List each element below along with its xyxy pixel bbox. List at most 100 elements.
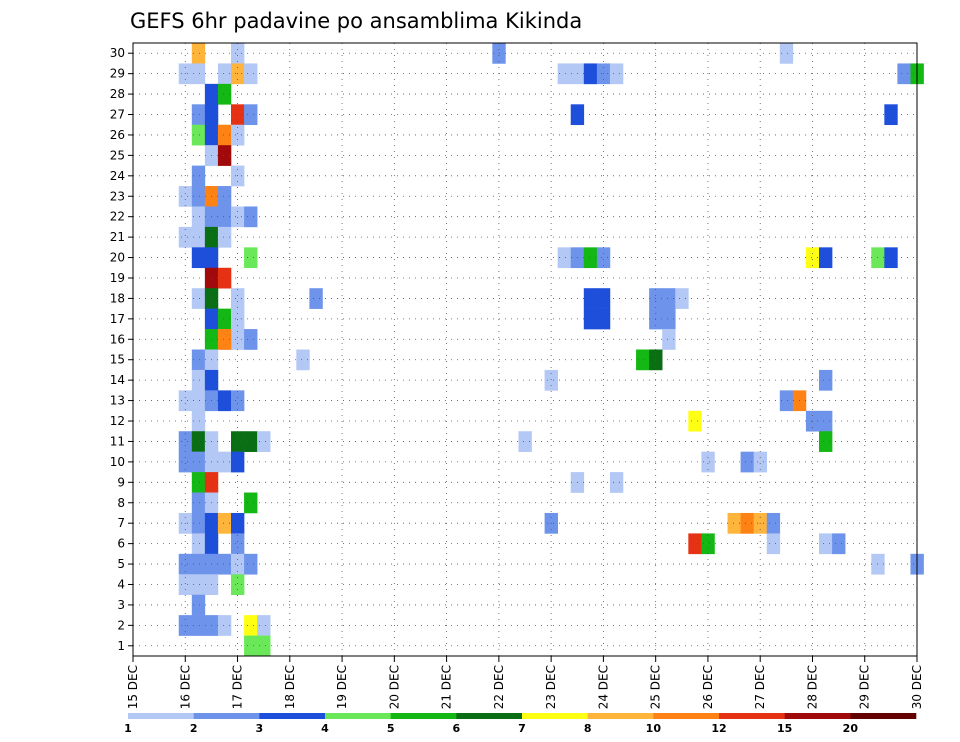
heatmap-cell <box>231 553 245 575</box>
x-tick-label: 28 DEC <box>805 665 819 709</box>
colorbar-label: 3 <box>256 722 264 735</box>
heatmap-cell <box>191 574 206 595</box>
heatmap-cell <box>583 288 598 309</box>
y-tick-label: 16 <box>110 332 125 346</box>
y-tick-label: 25 <box>110 148 125 162</box>
heatmap-cell <box>557 63 572 85</box>
y-tick-label: 15 <box>110 353 125 367</box>
heatmap-cell <box>191 247 206 269</box>
heatmap-cell <box>231 431 245 452</box>
heatmap-cell <box>217 267 232 289</box>
y-tick-label: 20 <box>110 251 125 265</box>
heatmap-cell <box>701 451 715 473</box>
heatmap-cell <box>819 247 833 269</box>
y-tick-label: 11 <box>110 434 125 448</box>
y-tick-label: 12 <box>110 414 125 428</box>
heatmap-cell <box>217 451 232 473</box>
y-tick-label: 10 <box>110 455 125 469</box>
plot-frame <box>132 42 918 657</box>
heatmap-cell <box>191 431 206 452</box>
heatmap-cell <box>217 226 232 248</box>
heatmap-cell <box>217 308 232 330</box>
heatmap-cell <box>596 308 611 330</box>
colorbar-label: 15 <box>777 722 792 735</box>
heatmap-cell <box>217 145 232 166</box>
colorbar-label: 7 <box>518 722 526 735</box>
heatmap-cell <box>191 43 206 64</box>
heatmap-cell <box>779 390 794 412</box>
heatmap-cell <box>518 431 532 452</box>
heatmap-cell <box>675 288 689 309</box>
y-tick-label: 4 <box>117 577 125 591</box>
heatmap-cell <box>257 431 271 452</box>
heatmap-cell <box>191 124 206 146</box>
heatmap-cell <box>217 63 232 85</box>
heatmap-cell <box>178 574 193 595</box>
colorbar-swatch <box>522 713 588 719</box>
heatmap-cell <box>231 206 245 228</box>
colorbar-label: 6 <box>453 722 461 735</box>
x-tick-label: 15 DEC <box>126 665 140 709</box>
heatmap-cell <box>231 329 245 350</box>
heatmap-cell <box>819 431 833 452</box>
y-tick-label: 22 <box>110 210 125 224</box>
y-axis: 1234567891011121314151617181920212223242… <box>110 46 133 653</box>
heatmap-cell <box>727 512 741 534</box>
colorbar-label: 1 <box>124 722 132 735</box>
heatmap-cell <box>178 226 193 248</box>
y-tick-label: 24 <box>110 169 125 183</box>
colorbar-label: 12 <box>711 722 726 735</box>
x-tick-label: 20 DEC <box>387 665 401 709</box>
heatmap-cell <box>740 512 754 534</box>
heatmap-cell <box>244 431 258 452</box>
heatmap-cell <box>662 288 676 309</box>
heatmap-cell <box>244 104 258 126</box>
heatmap-cell <box>766 512 781 534</box>
heatmap-cell <box>609 63 624 85</box>
heatmap-cell <box>191 390 206 412</box>
heatmap-cell <box>191 451 206 473</box>
heatmap-cell <box>819 369 833 391</box>
heatmap-cell <box>217 186 232 207</box>
heatmap-cell <box>596 247 611 269</box>
y-tick-label: 27 <box>110 108 125 122</box>
heatmap-cell <box>244 206 258 228</box>
colorbar-swatch <box>850 713 917 719</box>
colorbar-label: 2 <box>190 722 198 735</box>
heatmap-cell <box>191 186 206 207</box>
heatmap-cell <box>191 369 206 391</box>
heatmap-cell <box>217 83 232 105</box>
y-tick-label: 2 <box>117 618 125 632</box>
heatmap-cell <box>178 451 193 473</box>
chart-title: GEFS 6hr padavine po ansamblima Kikinda <box>130 9 582 33</box>
heatmap-cell <box>191 615 206 636</box>
y-tick-label: 14 <box>110 373 125 387</box>
heatmap-cell <box>701 533 715 555</box>
y-tick-label: 13 <box>110 394 125 408</box>
heatmap-cell <box>662 329 676 350</box>
x-tick-label: 24 DEC <box>596 665 610 709</box>
heatmap-cell <box>231 451 245 473</box>
colorbar-label: 4 <box>321 722 329 735</box>
heatmap-cell <box>740 451 754 473</box>
heatmap-cell <box>244 63 258 85</box>
y-tick-label: 28 <box>110 87 125 101</box>
y-tick-label: 19 <box>110 271 125 285</box>
heatmap-cell <box>191 206 206 228</box>
heatmap-cell <box>583 247 598 269</box>
heatmap-cell <box>832 533 846 555</box>
colorbar-swatch <box>719 713 785 719</box>
heatmap-cell <box>191 472 206 493</box>
heatmap-cell <box>231 574 245 595</box>
heatmap-cell <box>884 247 898 269</box>
heatmap-cell <box>766 533 781 555</box>
colorbar-swatch <box>456 713 523 719</box>
heatmap-cell <box>231 43 245 64</box>
heatmap-cell <box>191 492 206 514</box>
y-tick-label: 23 <box>110 189 125 203</box>
heatmap-cell <box>609 472 624 493</box>
heatmap-cell <box>309 288 323 309</box>
heatmap-cell <box>231 308 245 330</box>
heatmap-cells <box>178 43 924 657</box>
x-tick-label: 27 DEC <box>753 665 767 709</box>
